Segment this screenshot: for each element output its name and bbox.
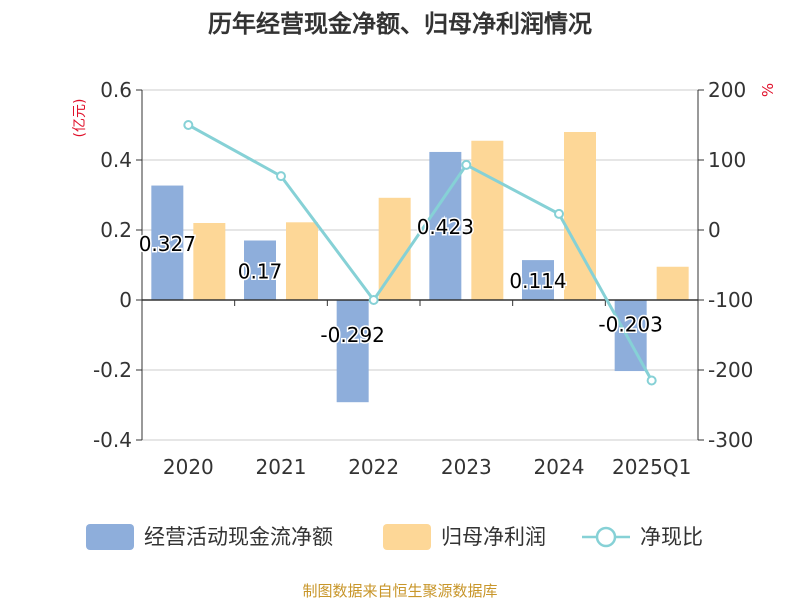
legend: 经营活动现金流净额 归母净利润 净现比 — [86, 524, 703, 550]
ratio-point — [183, 120, 194, 130]
y-left-tick-label: 0.6 — [100, 78, 132, 102]
bar-cashflow — [429, 151, 462, 300]
line-layer — [183, 120, 657, 386]
ratio-point — [646, 375, 657, 386]
grid-lines — [142, 89, 698, 441]
legend-label: 经营活动现金流净额 — [144, 525, 333, 549]
y-right-tick-label: 0 — [708, 218, 721, 242]
bar-cashflow — [522, 260, 554, 300]
bar-layer — [151, 132, 689, 403]
ratio-point — [554, 208, 564, 219]
legend-swatch — [383, 524, 431, 550]
x-tick-label: 2020 — [163, 455, 214, 479]
bar-value-label: 0.327 — [139, 232, 196, 256]
bar-net-profit — [286, 222, 318, 300]
source-note: 制图数据来自恒生聚源数据库 — [302, 582, 497, 600]
y-left-tick-label: 0 — [119, 288, 132, 312]
y-right-tick-label: -200 — [708, 358, 753, 382]
y-left-unit: (亿元) — [72, 99, 88, 138]
bar-net-profit — [471, 140, 504, 300]
y-right-tick-label: -300 — [708, 428, 753, 452]
y-right-tick-label: 200 — [708, 78, 746, 102]
legend-label: 归母净利润 — [441, 525, 546, 549]
y-left-tick-label: -0.4 — [93, 428, 132, 452]
data-labels: 0.327 0.17 -0.292 0.423 0.114 -0.203 — [137, 213, 664, 348]
x-tick-label: 2025Q1 — [612, 455, 691, 479]
y-left-tick-label: 0.4 — [100, 148, 132, 172]
ratio-point — [368, 295, 379, 305]
bar-value-label: -0.292 — [320, 323, 384, 347]
y-left-tick-label: 0.2 — [100, 218, 132, 242]
y-left-tick-label: -0.2 — [93, 358, 132, 382]
y-right-tick-label: -100 — [708, 288, 753, 312]
bar-cashflow — [336, 300, 369, 403]
legend-marker — [595, 526, 617, 548]
ratio-point — [276, 171, 286, 182]
bar-cashflow — [151, 185, 184, 300]
x-tick-label: 2021 — [256, 455, 307, 479]
bar-value-label: 0.423 — [417, 215, 474, 239]
x-tick-label: 2022 — [348, 455, 399, 479]
y-right-unit: % — [759, 83, 777, 97]
bar-net-profit — [193, 223, 226, 300]
legend-swatch — [86, 524, 134, 550]
y-right-tick-label: 100 — [708, 148, 746, 172]
chart-title: 历年经营现金净额、归母净利润情况 — [208, 10, 592, 38]
x-tick-label: 2023 — [441, 455, 492, 479]
legend-label: 净现比 — [640, 525, 703, 549]
ratio-point — [461, 159, 472, 170]
ratio-line — [187, 123, 653, 382]
x-tick-label: 2024 — [534, 455, 585, 479]
bar-value-label: 0.114 — [509, 269, 566, 293]
bar-cashflow — [244, 240, 276, 300]
bar-value-label: -0.203 — [598, 313, 662, 337]
bar-net-profit — [656, 266, 689, 300]
bar-value-label: 0.17 — [238, 259, 283, 283]
axes: 0.6 200 0.4 100 0.2 0 0 -100 -0.2 -200 -0.4 -300 202… — [93, 78, 753, 479]
